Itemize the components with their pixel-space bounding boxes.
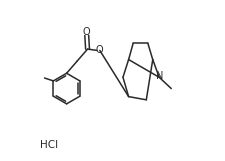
Text: O: O bbox=[96, 45, 103, 55]
Text: HCl: HCl bbox=[40, 140, 58, 150]
Text: N: N bbox=[156, 71, 164, 81]
Text: O: O bbox=[83, 27, 90, 37]
